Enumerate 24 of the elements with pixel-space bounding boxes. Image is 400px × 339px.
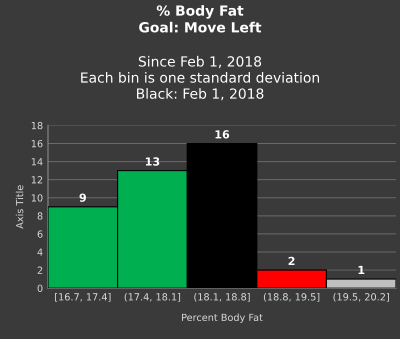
y-tick-label: 8	[38, 212, 42, 220]
x-tick-label: (17.4, 18.1]	[124, 293, 180, 302]
y-tick-label: 14	[32, 158, 43, 166]
x-tick-label: (18.8, 19.5]	[264, 293, 320, 302]
data-label: 1	[358, 266, 364, 274]
y-tick-label: 10	[32, 194, 42, 202]
y-tick-label: 18	[32, 122, 42, 130]
y-tick-label: 4	[37, 248, 43, 256]
y-tick-label: 16	[32, 140, 43, 148]
chart-title: % Body Fat Goal: Move Left	[139, 5, 262, 33]
y-tick-label: 6	[38, 230, 43, 238]
data-label: 9	[80, 193, 86, 202]
y-tick-label: 0	[38, 284, 42, 292]
chart-subtitle: Since Feb 1, 2018 Each bin is one standard deviation Black: Feb 1, 2018	[81, 56, 320, 100]
x-tick-label: [16.7, 17.4]	[55, 293, 110, 302]
data-label: 2	[288, 256, 294, 265]
y-tick-label: 2	[38, 266, 42, 274]
x-tick-label: (19.5, 20.2]	[334, 293, 389, 302]
x-axis-title: Percent Body Fat	[182, 314, 263, 323]
x-tick-label: (18.1, 18.8]	[194, 293, 250, 302]
data-label: 13	[146, 157, 160, 166]
data-label: 16	[216, 130, 230, 139]
y-tick-label: 12	[32, 176, 42, 184]
y-axis-title: Axis Title	[16, 185, 24, 229]
